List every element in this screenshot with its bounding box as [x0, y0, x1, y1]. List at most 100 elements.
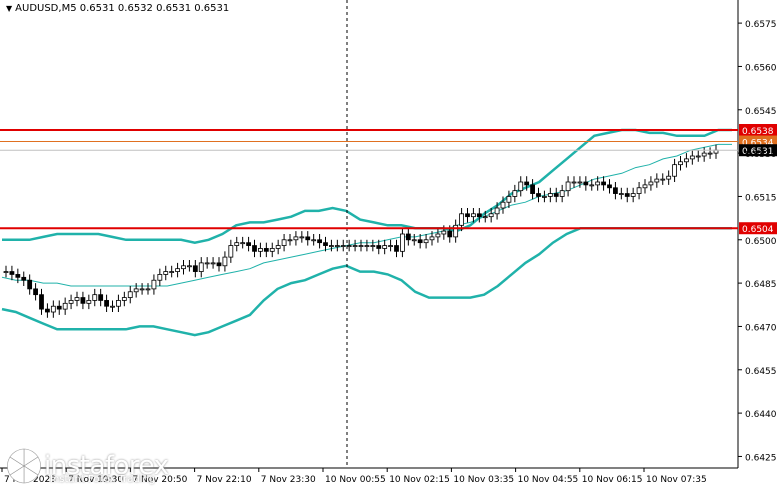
x-tick-label: 10 Nov 00:55 — [325, 475, 386, 485]
candle — [684, 153, 689, 168]
candle — [417, 234, 423, 249]
candle — [500, 196, 506, 214]
candle — [21, 271, 27, 286]
candle — [50, 300, 56, 318]
instaforex-logo-icon — [7, 448, 41, 484]
x-tick-label: 7 Nov 19:30 — [68, 475, 123, 485]
price-axis: 0.6575 0.6560 0.6545 0.6530 0.6515 0.6500 0.64… — [738, 20, 777, 463]
candle — [305, 231, 311, 246]
candle — [334, 239, 340, 252]
watermark-brand: instaforex — [44, 451, 169, 481]
candle — [317, 234, 322, 249]
y-tick-label: 0.6530 — [745, 150, 777, 160]
candle — [666, 170, 672, 185]
candle — [364, 239, 370, 252]
candle — [74, 291, 80, 307]
level-label: 0.6538 — [742, 127, 774, 137]
candle — [92, 288, 98, 307]
candle — [275, 239, 281, 255]
candle — [642, 179, 648, 194]
x-tick-label: 7 Nov 20:50 — [132, 475, 187, 485]
candle — [405, 228, 411, 246]
candle — [465, 208, 470, 223]
candle — [228, 239, 234, 263]
candle — [311, 234, 317, 246]
candle — [530, 179, 535, 200]
candle — [672, 158, 677, 182]
candle — [104, 294, 109, 312]
x-tick-label: 10 Nov 07:35 — [646, 475, 707, 485]
candle — [45, 303, 50, 318]
candle — [287, 234, 293, 246]
candle — [435, 228, 441, 243]
y-tick-label: 0.6470 — [745, 323, 777, 333]
chart-header: ▼ AUDUSD,M5 0.6531 0.6532 0.6531 0.6531 — [6, 3, 229, 14]
candle — [624, 187, 630, 203]
candle — [86, 294, 92, 310]
candle — [133, 283, 139, 298]
x-tick-label: 7 Nov 23:30 — [261, 475, 316, 485]
candle — [210, 257, 216, 269]
candle — [400, 228, 405, 258]
candle — [565, 176, 571, 197]
candle — [323, 236, 328, 252]
y-tick-label: 0.6425 — [745, 453, 777, 463]
candle — [618, 187, 624, 200]
candle — [234, 236, 240, 252]
candle — [80, 291, 86, 310]
candle — [27, 274, 33, 295]
candle — [139, 283, 145, 295]
candle — [216, 257, 222, 272]
candle — [15, 268, 21, 284]
candle — [376, 239, 382, 255]
candle — [269, 242, 275, 258]
watermark-tagline: Instant Forex Trading — [50, 474, 156, 485]
candle — [382, 239, 388, 255]
candle — [423, 234, 429, 249]
candle — [630, 187, 636, 203]
symbol-label: AUDUSD,M5 — [15, 3, 77, 14]
candle — [329, 239, 334, 252]
y-tick-label: 0.6485 — [745, 280, 777, 290]
x-tick-label: 7 Nov 22:10 — [197, 475, 252, 485]
candles — [3, 0, 719, 468]
candle — [707, 147, 713, 159]
symbol-dropdown-icon[interactable]: ▼ — [6, 4, 13, 13]
candle — [181, 260, 186, 275]
candle — [636, 182, 642, 200]
candle — [689, 150, 695, 165]
candle — [340, 239, 346, 252]
candle — [169, 265, 175, 278]
candle — [299, 231, 305, 243]
candle — [524, 176, 530, 191]
candle — [358, 239, 364, 252]
candle — [482, 210, 488, 223]
level-label: 0.6504 — [742, 225, 774, 235]
candle — [240, 236, 246, 249]
candle — [583, 176, 589, 191]
candle — [453, 219, 459, 243]
candle — [547, 187, 553, 203]
candle — [494, 202, 500, 220]
y-tick-label: 0.6515 — [745, 193, 777, 203]
candle — [559, 184, 565, 203]
candle — [252, 239, 257, 258]
candle — [293, 231, 299, 246]
y-tick-label: 0.6455 — [745, 367, 777, 377]
candle — [204, 257, 210, 269]
level-tag — [739, 222, 777, 235]
candle — [411, 234, 417, 246]
ohlc-values: 0.6531 0.6532 0.6531 0.6531 — [79, 3, 230, 14]
candle — [695, 150, 701, 162]
x-tick-label: 10 Nov 04:55 — [518, 475, 579, 485]
candle — [542, 190, 547, 203]
x-tick-label: 10 Nov 02:15 — [389, 475, 450, 485]
candle — [660, 173, 666, 185]
candle — [553, 187, 559, 203]
candle — [151, 274, 157, 295]
candle — [187, 260, 192, 272]
candle — [62, 297, 68, 315]
candle — [595, 176, 601, 191]
y-tick-label: 0.6440 — [745, 410, 777, 420]
